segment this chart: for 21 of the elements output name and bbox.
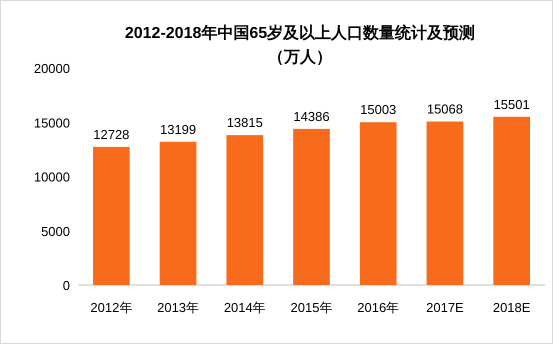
title: 2012-2018年中国65岁及以上人口数量统计及预测 bbox=[124, 25, 476, 42]
data-label: 13815 bbox=[226, 115, 263, 130]
data-label: 15068 bbox=[426, 102, 464, 117]
x-tick-label: 2014年 bbox=[224, 300, 266, 315]
subtitle: （万人） bbox=[268, 49, 332, 66]
x-tick-label: 2015年 bbox=[290, 300, 332, 315]
x-tick-label: 2016年 bbox=[357, 300, 400, 315]
y-tick-label: 15000 bbox=[34, 115, 70, 130]
data-label: 15501 bbox=[494, 96, 530, 112]
y-tick-label: 0 bbox=[62, 278, 70, 293]
data-label: 15003 bbox=[360, 102, 396, 118]
x-tick-label: 2012年 bbox=[90, 300, 132, 315]
x-tick-label: 2013年 bbox=[157, 300, 200, 315]
y-tick-label: 5000 bbox=[41, 224, 70, 239]
y-tick-label: 20000 bbox=[34, 61, 70, 76]
data-label: 13199 bbox=[160, 122, 196, 137]
x-tick-label: 2017E bbox=[426, 300, 464, 315]
x-tick-label: 2018E bbox=[492, 300, 531, 315]
data-label: 14386 bbox=[293, 108, 330, 124]
y-tick-label: 10000 bbox=[34, 170, 70, 184]
data-label: 12728 bbox=[93, 126, 130, 142]
